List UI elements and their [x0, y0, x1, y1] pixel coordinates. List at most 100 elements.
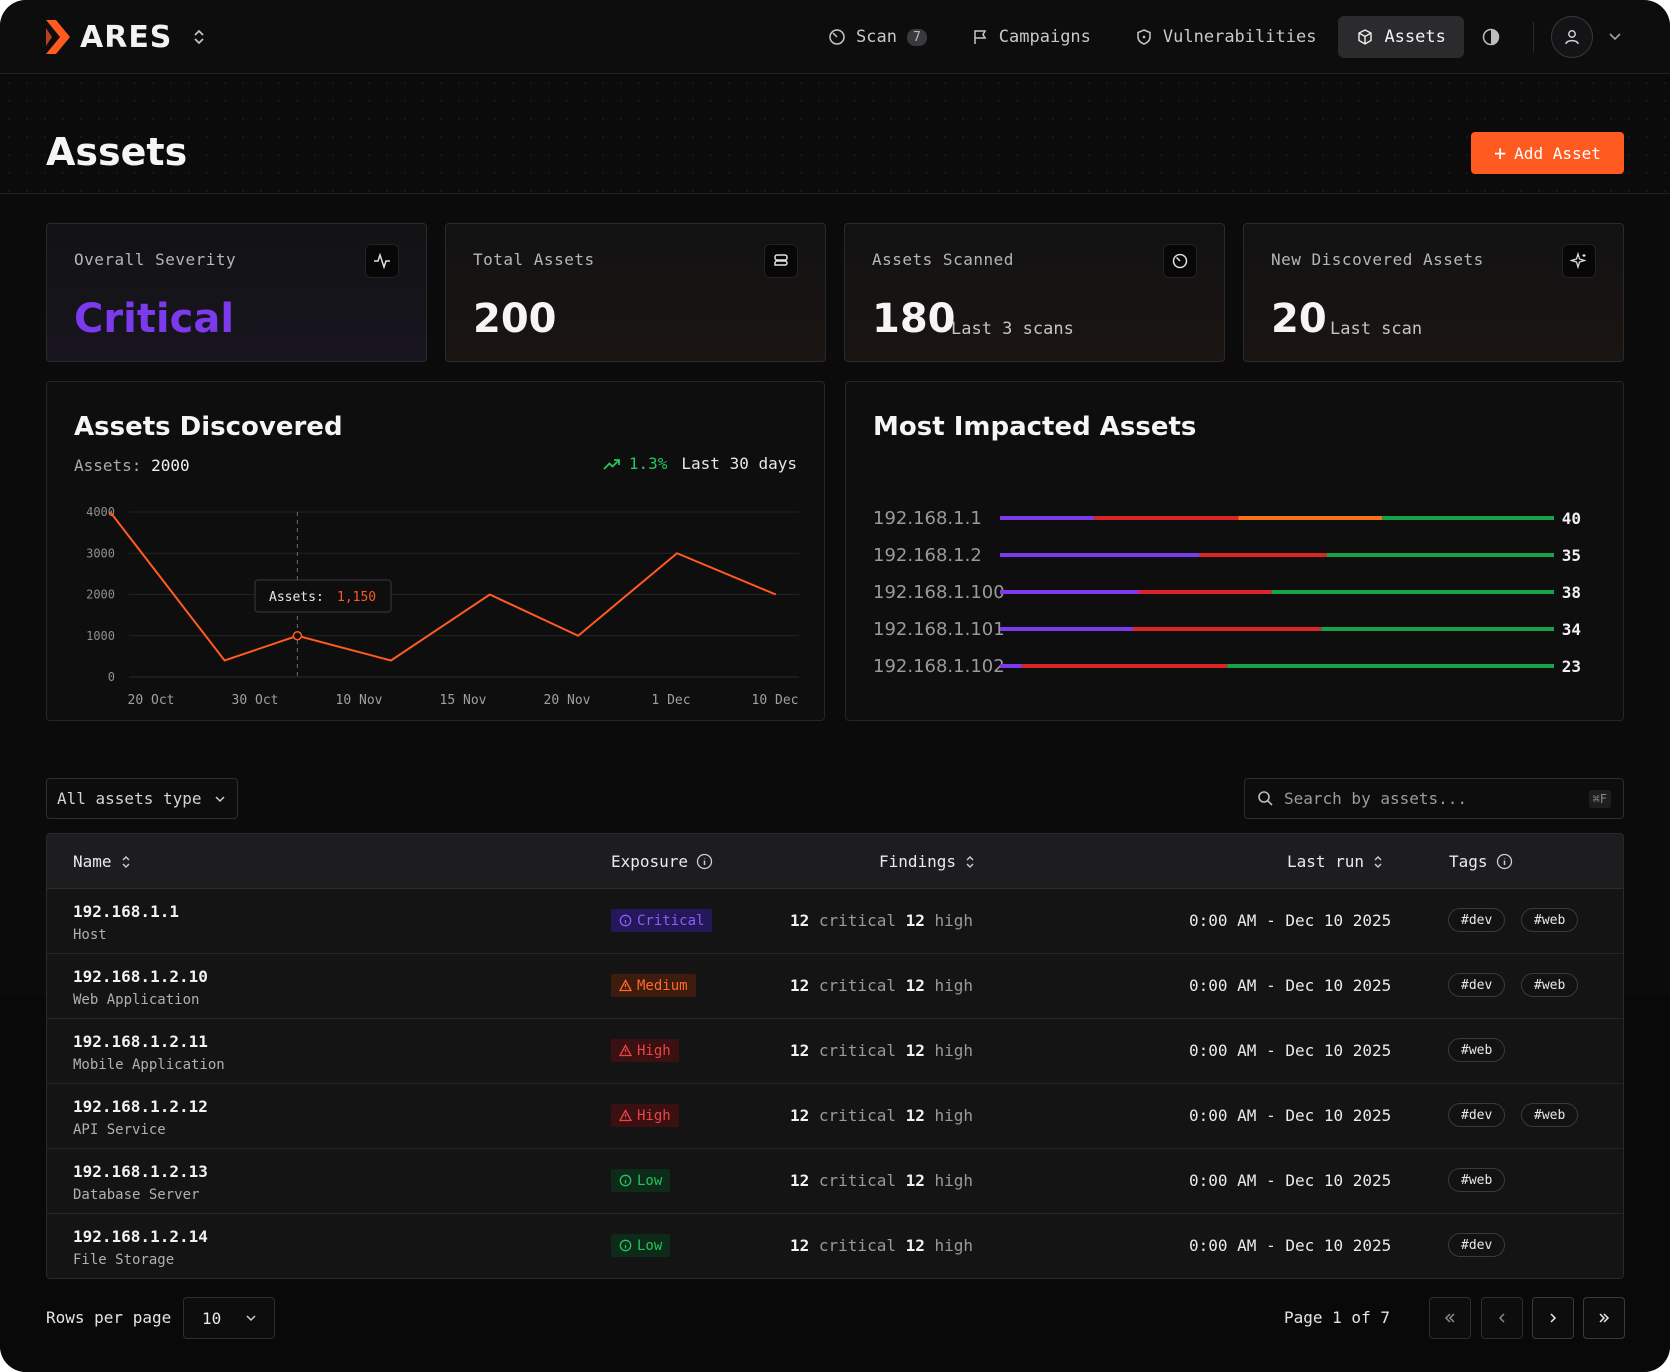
total-assets-card: Total Assets 200 — [445, 223, 826, 362]
column-label: Exposure — [611, 852, 689, 871]
exposure-label: Medium — [637, 977, 688, 994]
table-row[interactable]: 192.168.1.1 Host Critical 12 critical 12 hi… — [47, 889, 1623, 954]
search-shortcut: ⌘F — [1588, 789, 1611, 808]
user-avatar[interactable] — [1551, 16, 1593, 58]
high-label: high — [934, 976, 974, 995]
first-page-button[interactable] — [1429, 1297, 1471, 1339]
search-input[interactable] — [1284, 789, 1579, 808]
critical-label: critical — [818, 976, 896, 995]
app-logo[interactable]: ARES — [44, 18, 206, 56]
new-discovered-card: New Discovered Assets 20 Last scan — [1243, 223, 1624, 362]
info-icon[interactable] — [696, 853, 713, 870]
asset-ip[interactable]: 192.168.1.2.11 — [73, 1032, 208, 1051]
bar-segment — [1382, 516, 1554, 520]
table-row[interactable]: 192.168.1.2.13 Database Server Low 12 criti… — [47, 1149, 1623, 1214]
column-header-tags: Tags — [1449, 852, 1513, 871]
nav-vulnerabilities[interactable]: Vulnerabilities — [1117, 16, 1335, 58]
table-row[interactable]: 192.168.1.2.14 File Storage Low 12 critical… — [47, 1214, 1623, 1278]
assets-total: Assets: 2000 — [74, 456, 190, 475]
critical-count: 12 — [790, 1236, 810, 1255]
y-tick-label: 1000 — [86, 629, 115, 643]
flag-icon — [974, 30, 987, 44]
tag-chip[interactable]: #dev — [1448, 908, 1506, 932]
scan-count-badge: 7 — [906, 28, 927, 46]
activity-icon — [365, 244, 399, 278]
exposure-label: Low — [637, 1237, 663, 1254]
column-header-last-run[interactable]: Last run — [1287, 852, 1384, 871]
shield-icon — [1137, 29, 1151, 45]
impacted-bar-chart: 192.168.1.1 40 192.168.1.2 35 192.168.1.100 3… — [873, 508, 1581, 677]
asset-ip-label: 192.168.1.102 — [873, 656, 1005, 677]
top-bar: ARES Scan 7 Campaigns Vulnerabilities As… — [0, 0, 1670, 74]
trending-up-icon — [603, 458, 620, 470]
sort-icon — [1374, 855, 1382, 868]
asset-ip[interactable]: 192.168.1.2.10 — [73, 967, 208, 986]
column-label: Tags — [1449, 852, 1488, 871]
bar-segment — [1000, 590, 1139, 594]
bar-segment — [1199, 553, 1327, 557]
tag-chip[interactable]: #web — [1521, 973, 1579, 997]
asset-ip[interactable]: 192.168.1.1 — [73, 902, 179, 921]
asset-ip-label: 192.168.1.1 — [873, 508, 982, 529]
logo-mark-icon — [46, 20, 70, 54]
assets-line-chart: 0 1000 2000 3000 4000 20 Oct 30 Oct 10 Nov 15 No… — [86, 505, 799, 708]
rows-per-page-value: 10 — [202, 1308, 222, 1328]
table-row[interactable]: 192.168.1.2.10 Web Application Medium 12 cr… — [47, 954, 1623, 1019]
critical-label: critical — [818, 1236, 896, 1255]
next-page-button[interactable] — [1532, 1297, 1574, 1339]
bar-total-label: 35 — [1562, 546, 1581, 565]
panel-title: Assets Discovered — [74, 412, 343, 442]
tag-chip[interactable]: #web — [1448, 1038, 1506, 1062]
critical-count: 12 — [790, 1171, 810, 1190]
column-header-findings[interactable]: Findings — [879, 852, 976, 871]
asset-type: Host — [73, 927, 107, 943]
card-value: 200 — [473, 296, 557, 342]
asset-type: Database Server — [73, 1187, 200, 1203]
add-asset-button[interactable]: + Add Asset — [1471, 132, 1624, 174]
nav-campaigns[interactable]: Campaigns — [953, 16, 1109, 58]
exposure-badge: Critical — [611, 909, 713, 932]
high-label: high — [934, 1106, 974, 1125]
trend-period: Last 30 days — [681, 454, 797, 473]
overall-severity-card: Overall Severity Critical — [46, 223, 427, 362]
tag-chip[interactable]: #web — [1521, 1103, 1579, 1127]
last-page-button[interactable] — [1583, 1297, 1625, 1339]
bar-segment — [1132, 627, 1322, 631]
high-count: 12 — [905, 1236, 925, 1255]
last-run: 0:00 AM - Dec 10 2025 — [1189, 1041, 1392, 1060]
theme-toggle-icon[interactable] — [1480, 26, 1502, 48]
chevron-down-icon[interactable] — [1607, 28, 1623, 44]
tag-chip[interactable]: #dev — [1448, 973, 1506, 997]
critical-count: 12 — [790, 911, 810, 930]
assets-scanned-card: Assets Scanned 180 Last 3 scans — [844, 223, 1225, 362]
server-icon — [764, 244, 798, 278]
info-icon[interactable] — [1496, 853, 1513, 870]
nav-scan[interactable]: Scan 7 — [810, 16, 945, 58]
asset-type-filter[interactable]: All assets type — [46, 778, 238, 819]
table-row[interactable]: 192.168.1.2.12 API Service High 12 critical… — [47, 1084, 1623, 1149]
rows-per-page-label: Rows per page — [46, 1308, 172, 1327]
tag-chip[interactable]: #web — [1448, 1168, 1506, 1192]
critical-label: critical — [818, 1041, 896, 1060]
high-count: 12 — [905, 1171, 925, 1190]
chevron-up-down-icon[interactable] — [192, 28, 206, 46]
table-header: Name Exposure Findings Last run Tags — [47, 834, 1623, 889]
previous-page-button[interactable] — [1481, 1297, 1523, 1339]
table-row[interactable]: 192.168.1.2.11 Mobile Application High 12 c… — [47, 1019, 1623, 1084]
rows-per-page-select[interactable]: 10 — [183, 1297, 275, 1339]
last-run: 0:00 AM - Dec 10 2025 — [1189, 976, 1392, 995]
nav-assets[interactable]: Assets — [1338, 16, 1464, 58]
asset-ip[interactable]: 192.168.1.2.13 — [73, 1162, 208, 1181]
x-tick-label: 15 Nov — [440, 693, 487, 708]
data-point[interactable] — [292, 631, 303, 641]
tag-chip[interactable]: #dev — [1448, 1103, 1506, 1127]
asset-ip[interactable]: 192.168.1.2.12 — [73, 1097, 208, 1116]
chevron-right-icon — [1550, 1313, 1557, 1323]
asset-ip[interactable]: 192.168.1.2.14 — [73, 1227, 208, 1246]
column-header-name[interactable]: Name — [73, 852, 132, 871]
asset-type: Mobile Application — [73, 1057, 225, 1073]
tag-chip[interactable]: #web — [1521, 908, 1579, 932]
findings-summary: 12 critical 12 high — [790, 1236, 973, 1255]
tag-chip[interactable]: #dev — [1448, 1233, 1506, 1257]
tooltip-label: Assets: — [269, 590, 324, 605]
